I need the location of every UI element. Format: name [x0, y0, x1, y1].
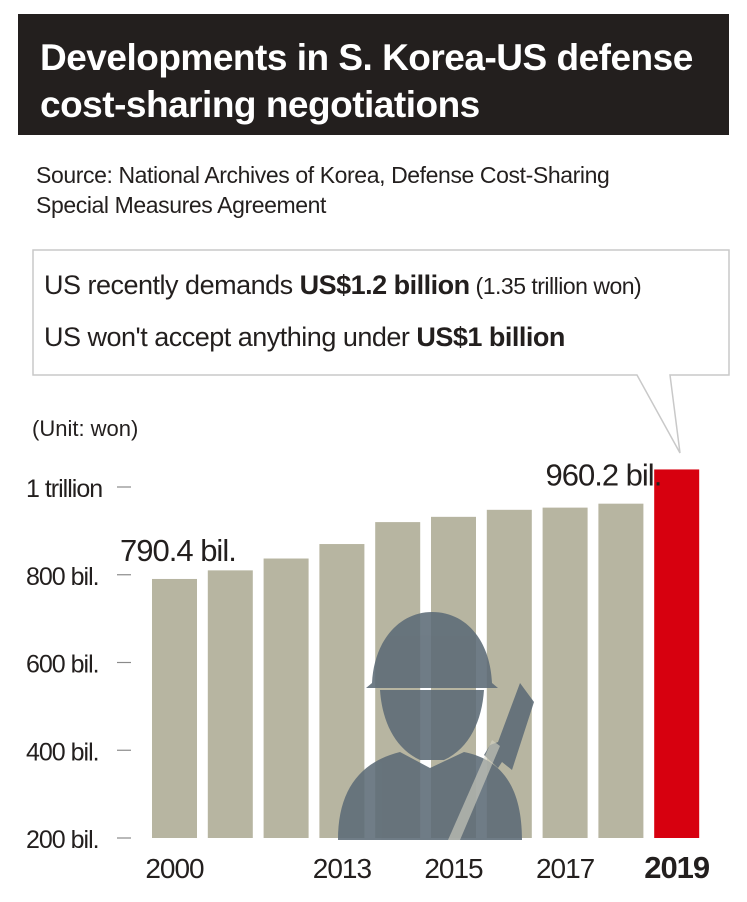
chart-title-line-1: Developments in S. Korea-US defense [40, 37, 693, 78]
y-tick-label: 400 bil. [26, 738, 99, 766]
source-line-1: Source: National Archives of Korea, Defe… [36, 162, 610, 188]
value-label: 790.4 bil. [120, 533, 236, 568]
bar [542, 507, 588, 838]
callout-line-1-amount: US$1.2 billion [299, 270, 471, 300]
callout-line-2: US won't accept anything under US$1 bill… [44, 322, 565, 353]
source-line-2: Special Measures Agreement [36, 192, 327, 218]
y-tick-label: 800 bil. [26, 563, 99, 591]
title-banner: Developments in S. Korea-US defense cost… [18, 14, 729, 135]
callout-line-1-prefix: US recently demands [44, 270, 300, 300]
bar [598, 503, 644, 838]
chart-title-line-2: cost-sharing negotiations [40, 84, 480, 125]
source-note: Source: National Archives of Korea, Defe… [36, 160, 736, 220]
bar [207, 570, 253, 838]
y-tick-label: 600 bil. [26, 651, 99, 679]
soldier-silhouette-icon [338, 612, 534, 840]
y-tick-label: 200 bil. [26, 826, 99, 854]
y-axis-ticks: 200 bil. 400 bil. 600 bil. 800 bil. 1 trilli… [26, 475, 131, 854]
y-axis-unit-label: (Unit: won) [32, 416, 139, 441]
callout-line-1: US recently demands US$1.2 billion (1.35… [44, 270, 642, 301]
value-labels: 790.4 bil. 960.2 bil. [120, 458, 662, 568]
callout-bubble [32, 249, 730, 454]
callout-line-1-suffix: (1.35 trillion won) [469, 273, 642, 299]
callout-line-2-amount: US$1 billion [416, 322, 565, 352]
x-category-label: 2017 [536, 853, 595, 884]
x-category-label: 2019 [644, 850, 710, 885]
bar [152, 578, 197, 838]
rifle-strap [448, 740, 500, 840]
x-category-label: 2013 [313, 853, 372, 884]
bar [263, 558, 309, 838]
bar-highlight [654, 469, 700, 838]
value-label: 960.2 bil. [545, 458, 661, 493]
y-tick-label: 1 trillion [26, 475, 102, 503]
x-axis-labels: 2000 2013 2015 2017 2019 [145, 850, 711, 885]
x-category-label: 2015 [424, 853, 483, 884]
x-category-label: 2000 [145, 853, 204, 884]
callout-line-2-prefix: US won't accept anything under [44, 322, 417, 352]
